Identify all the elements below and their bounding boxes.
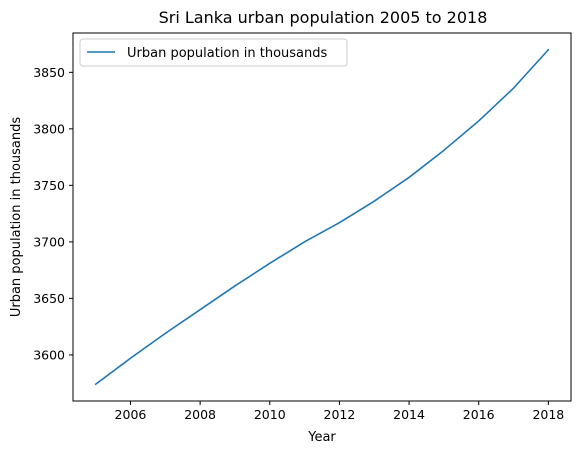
chart-title: Sri Lanka urban population 2005 to 2018 [159, 8, 488, 27]
legend-label: Urban population in thousands [127, 46, 328, 61]
y-tick-label: 3700 [33, 234, 65, 249]
legend-box [79, 38, 348, 67]
series-layer [94, 48, 550, 386]
x-tick-label: 2016 [463, 407, 495, 422]
x-tick-label: 2018 [532, 407, 564, 422]
plot-frame [72, 32, 572, 402]
y-tick-label: 3800 [33, 121, 65, 136]
y-tick-label: 3650 [33, 291, 65, 306]
y-tick-label: 3750 [33, 178, 65, 193]
series-line-0 [94, 48, 550, 386]
x-tick-label: 2006 [115, 407, 147, 422]
x-tick-label: 2014 [393, 407, 425, 422]
x-axis: 2006 2008 2010 2012 2014 2016 2018 [115, 401, 564, 422]
x-axis-label: Year [307, 430, 336, 445]
y-axis-label: Urban population in thousands [9, 117, 24, 318]
x-tick-label: 2010 [254, 407, 286, 422]
plot-area [72, 32, 572, 402]
x-tick-label: 2012 [324, 407, 356, 422]
y-axis: 3600 3650 3700 3750 3800 3850 [33, 65, 73, 362]
y-tick-label: 3600 [33, 347, 65, 362]
x-tick-label: 2008 [184, 407, 216, 422]
legend: Urban population in thousands [79, 38, 348, 67]
y-tick-label: 3850 [33, 65, 65, 80]
